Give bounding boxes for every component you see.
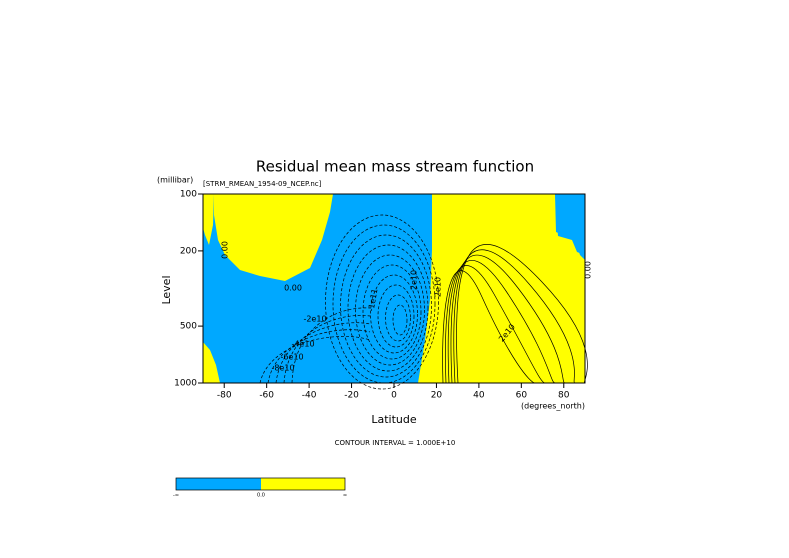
contour-label: -8e10 (271, 364, 294, 373)
contour-line (332, 224, 436, 384)
contour-label: -2e10 (303, 315, 326, 324)
y-tick-label: 100 (180, 190, 197, 200)
contour-line (370, 274, 418, 354)
contour-line (291, 307, 371, 384)
contour-line (442, 270, 536, 384)
contour-line (325, 214, 439, 390)
contour-label: -4e10 (291, 340, 314, 349)
x-tick-label: 80 (558, 391, 570, 401)
contour-line (392, 304, 408, 336)
contour-line (385, 294, 411, 342)
contour-line (283, 315, 371, 384)
positive-region (214, 194, 333, 281)
contour-label: -1e11 (367, 288, 380, 312)
y-tick-label: 200 (180, 246, 197, 256)
positive-region (203, 342, 220, 383)
contour-label: 0.00 (284, 284, 302, 293)
y-units: (millibar) (157, 176, 193, 185)
contour-line (355, 254, 425, 366)
colorbar-positive (261, 478, 345, 490)
plot-area (202, 193, 588, 390)
x-tick-label: 0 (391, 391, 397, 401)
colorbar-label: ∞ (343, 493, 347, 499)
x-tick-label: 20 (431, 391, 443, 401)
contour-line (259, 336, 371, 384)
contour-label: 0.00 (221, 241, 230, 259)
contour-label: -6e10 (280, 353, 303, 362)
y-label: Level (160, 275, 173, 304)
contour-line (447, 259, 556, 384)
colorbar-frame (175, 477, 346, 491)
contour-line (362, 264, 422, 360)
x-tick-label: -40 (302, 391, 317, 401)
contour-label: 0.00 (584, 261, 593, 279)
x-label: Latitude (371, 413, 417, 426)
positive-region (203, 194, 214, 245)
contour-label: 2e10 (434, 277, 443, 297)
contour-line (267, 329, 371, 384)
y-tick-label: 500 (180, 322, 197, 332)
x-tick-label: 40 (473, 391, 485, 401)
contour-line (453, 249, 576, 384)
x-tick-label: -20 (344, 391, 359, 401)
chart-title: Residual mean mass stream function (256, 158, 534, 176)
x-units: (degrees_north) (521, 402, 585, 411)
colorbar-negative (176, 478, 261, 490)
contour-line (450, 254, 566, 384)
x-tick-label: 60 (516, 391, 528, 401)
negative-region (555, 194, 585, 255)
contour-line (340, 234, 432, 378)
x-tick-label: -80 (217, 391, 232, 401)
contour-line (275, 322, 371, 384)
x-tick-label: -60 (259, 391, 274, 401)
contour-line (347, 244, 429, 372)
subtitle: [STRM_RMEAN_1954-09_NCEP.nc] (203, 180, 322, 188)
contour-line (456, 244, 588, 384)
contour-label: 2e10 (410, 270, 419, 290)
colorbar-label: 0.0 (257, 493, 265, 499)
contour-line (445, 265, 546, 384)
contour-labels: 0.00 0.00 -2e10 -4e10 -6e10 -8e10 -1e11 … (221, 241, 593, 372)
footnote: CONTOUR INTERVAL = 1.000E+10 (335, 439, 456, 447)
colorbar-label: -∞ (173, 493, 179, 499)
contour-line (377, 284, 415, 348)
y-tick-label: 1000 (174, 379, 197, 389)
positive-region (418, 194, 585, 383)
